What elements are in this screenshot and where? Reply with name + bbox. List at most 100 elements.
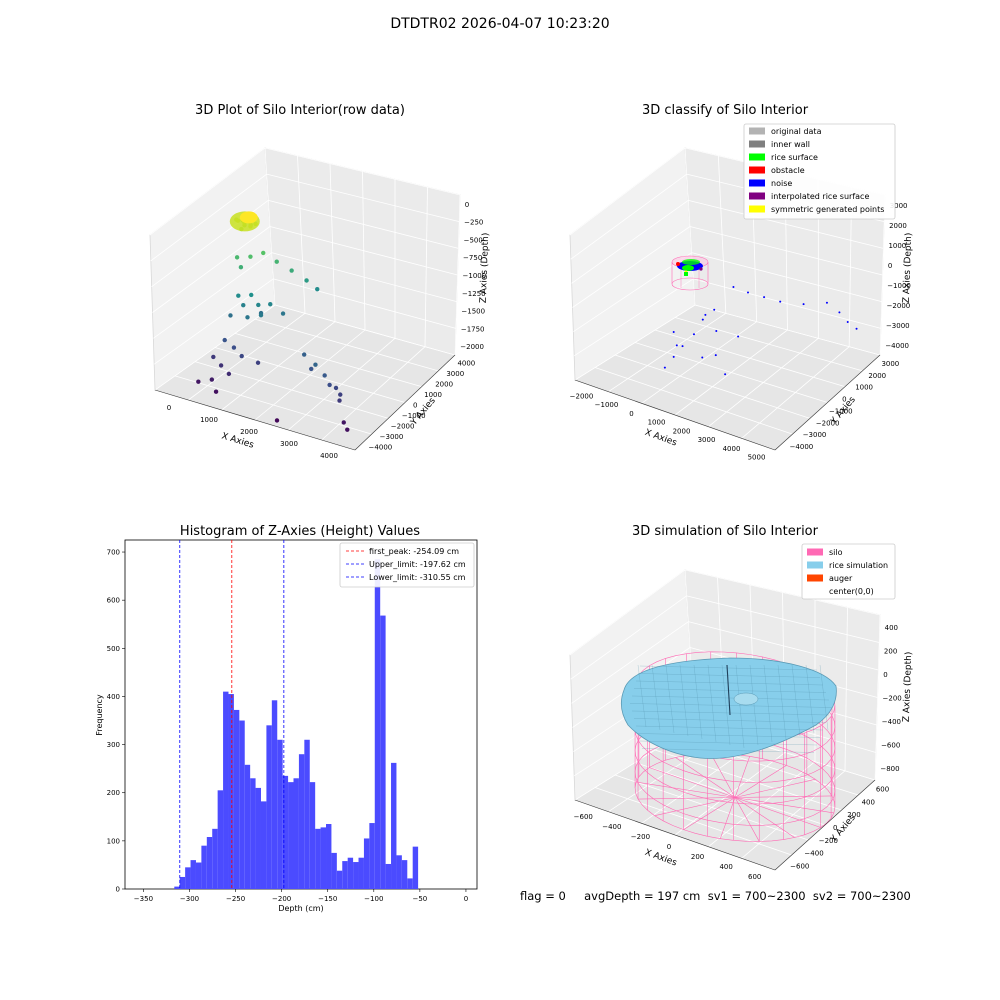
p4-legend-swatch — [807, 574, 823, 582]
p1-zlabel: Z Axies (Depth) — [479, 233, 491, 304]
p1-data-point — [249, 292, 254, 298]
p3-x-tick: −50 — [412, 895, 427, 903]
p2-z-tick: −2000 — [887, 302, 911, 310]
p4-auger — [726, 664, 731, 716]
p4-y-tick: 600 — [876, 785, 889, 793]
p2-x-tick: −2000 — [570, 392, 594, 400]
p2-noise-point — [825, 301, 828, 304]
p4-y-tick: −400 — [804, 850, 823, 858]
p4-silo-spoke — [675, 757, 736, 798]
p2-legend-label: obstacle — [771, 166, 805, 175]
p1-y-tick: −4000 — [369, 444, 393, 452]
p4-mesh-line — [635, 725, 824, 731]
p3-legend-label: Upper_limit: -197.62 cm — [369, 560, 466, 569]
p3-y-tick: 200 — [107, 789, 120, 797]
p4-z-tick: 0 — [883, 671, 887, 679]
p4-mesh-line — [637, 673, 821, 678]
p4-mesh-line — [651, 664, 661, 731]
p2-x-tick: 5000 — [748, 454, 766, 462]
p1-data-point — [274, 418, 280, 423]
p1-data-point — [333, 385, 339, 391]
p3-bar — [412, 846, 419, 889]
p1-x-tick: 1000 — [200, 416, 218, 424]
p4-legend-swatch — [807, 548, 823, 556]
p2-noise-point — [846, 320, 849, 323]
p1-y-tick: 1000 — [424, 391, 442, 399]
p1-data-point — [274, 259, 279, 264]
p4-mesh-line — [693, 664, 703, 740]
p4-z-tick: −800 — [880, 765, 899, 773]
p4-z-tick: −400 — [882, 718, 901, 726]
p4-z-tick: −600 — [881, 742, 900, 750]
p1-y-tick: 4000 — [457, 359, 475, 367]
p3-bar — [179, 876, 186, 889]
p1-data-point — [258, 312, 264, 318]
p4-x-tick: −400 — [602, 823, 621, 831]
p3-x-tick: −100 — [364, 895, 383, 903]
p3-y-tick: 500 — [107, 645, 120, 653]
p2-x-ticks: −2000−1000 0 1000 2000 3000 4000 5000 — [570, 392, 766, 461]
p2-x-tick: 2000 — [673, 427, 691, 435]
p2-noise-point — [714, 354, 717, 357]
p1-data-point — [261, 250, 266, 256]
p1-data-point — [255, 360, 261, 365]
p3-bar — [304, 739, 310, 889]
p1-data-point — [268, 302, 273, 307]
p1-data-point — [236, 293, 241, 298]
p4-mesh-line — [763, 664, 773, 743]
p3-bar — [282, 775, 289, 889]
figure-supertitle: DTDTR02 2026-04-07 10:23:20 — [390, 16, 610, 32]
p3-bar — [233, 709, 240, 889]
p2-y-tick: −2000 — [816, 419, 840, 427]
p3-bar — [228, 694, 234, 889]
p2-noise-point — [746, 291, 749, 294]
p3-x-tick: −350 — [134, 895, 153, 903]
p4-mesh-line — [639, 740, 818, 746]
p3-bar — [385, 863, 392, 889]
panel3-title: Histogram of Z-Axies (Height) Values — [179, 524, 421, 539]
p3-y-tick: 0 — [116, 886, 120, 894]
p1-z-tick: −1250 — [462, 290, 486, 298]
p3-bar — [239, 720, 245, 889]
p2-z-ticks: −4000 −3000 −2000 −1000 0 1000 2000 3000 — [885, 202, 911, 350]
p3-bar — [353, 862, 359, 889]
p1-data-point — [211, 354, 216, 360]
p4-x-tick: 400 — [719, 863, 732, 871]
p3-bar — [250, 778, 256, 889]
p1-data-point — [209, 377, 215, 382]
p4-y-axis — [774, 779, 876, 871]
p3-ylabel: Frequency — [95, 694, 104, 736]
p2-legend-swatch — [749, 153, 765, 161]
p2-noise-point — [663, 366, 666, 369]
p3-bar — [255, 787, 261, 889]
p1-data-point — [322, 373, 327, 378]
p4-mesh-line — [791, 664, 801, 737]
p3-y-tick: 100 — [107, 837, 120, 845]
p1-data-point — [301, 352, 307, 357]
p2-noise-point — [802, 303, 805, 306]
p1-y-tick: −2000 — [391, 423, 415, 431]
p2-legend-swatch — [749, 140, 765, 148]
p3-x-ticks: −350 −300 −250 −200 −150 −100 −50 0 — [134, 889, 468, 903]
p1-y-tick: −3000 — [380, 433, 404, 441]
p2-legend-label: rice surface — [771, 153, 818, 162]
p3-bar — [374, 559, 381, 889]
p3-bar — [363, 838, 370, 889]
p2-legend-label: noise — [771, 179, 792, 188]
p4-mesh-line — [637, 664, 647, 728]
p2-noise-point — [675, 344, 678, 347]
p4-silo-spoke — [649, 767, 736, 798]
p2-noise-points — [663, 286, 858, 376]
p1-points — [196, 211, 350, 432]
p1-data-point — [327, 382, 332, 388]
p3-bar — [288, 782, 294, 889]
p3-y-tick: 400 — [107, 693, 120, 701]
p3-y-tick: 300 — [107, 741, 120, 749]
p3-x-tick: −200 — [272, 895, 291, 903]
p4-y-tick: 0 — [833, 824, 837, 832]
p2-x-tick: 4000 — [723, 445, 741, 453]
p4-mesh-line — [819, 664, 829, 731]
p1-data-point — [238, 264, 244, 270]
